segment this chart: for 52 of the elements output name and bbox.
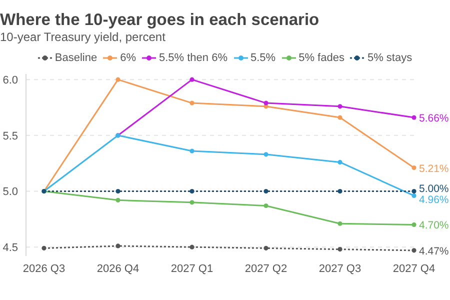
point bbox=[338, 247, 342, 252]
legend-label: 6% bbox=[119, 52, 136, 64]
point bbox=[190, 100, 194, 106]
y-tick-label: 4.5 bbox=[2, 242, 18, 254]
legend-label: Baseline bbox=[54, 52, 98, 64]
data-label: 4.96% bbox=[419, 194, 449, 206]
point bbox=[264, 188, 268, 194]
point bbox=[42, 246, 46, 250]
point bbox=[412, 188, 416, 194]
x-tick-label: 2026 Q4 bbox=[96, 262, 140, 275]
point bbox=[116, 77, 120, 82]
legend-label: 5% stays bbox=[366, 52, 412, 64]
data-label: 5.00% bbox=[419, 182, 449, 195]
data-label: 5.21% bbox=[419, 162, 449, 175]
point bbox=[412, 165, 416, 170]
point bbox=[264, 152, 268, 157]
point bbox=[412, 193, 416, 198]
x-tick-label: 2027 Q1 bbox=[170, 262, 214, 275]
chart-subtitle: 10-year Treasury yield, percent bbox=[0, 30, 166, 44]
y-tick-label: 5.0 bbox=[2, 186, 18, 198]
point bbox=[338, 188, 342, 194]
legend-label: 5% fades bbox=[298, 52, 344, 64]
point bbox=[190, 188, 194, 194]
x-tick-label: 2027 Q3 bbox=[318, 262, 362, 275]
legend-label: 5.5% bbox=[250, 52, 276, 64]
x-tick-label: 2027 Q2 bbox=[244, 262, 288, 275]
point bbox=[412, 222, 416, 228]
point bbox=[116, 188, 120, 194]
point bbox=[412, 115, 416, 120]
point bbox=[338, 221, 342, 226]
point bbox=[338, 160, 342, 165]
y-tick-label: 6.0 bbox=[2, 74, 18, 86]
point bbox=[338, 115, 342, 120]
point bbox=[190, 200, 194, 205]
point bbox=[264, 100, 268, 106]
point bbox=[116, 244, 120, 248]
point bbox=[116, 198, 120, 202]
data-label: 4.47% bbox=[419, 245, 449, 258]
legend-label: 5.5% then 6% bbox=[158, 52, 228, 64]
point bbox=[190, 244, 194, 250]
point bbox=[264, 246, 268, 250]
chart-title: Where the 10-year goes in each scenario bbox=[0, 10, 320, 30]
x-tick-label: 2027 Q4 bbox=[392, 262, 436, 275]
point bbox=[412, 248, 416, 253]
data-label: 4.70% bbox=[419, 220, 449, 232]
x-tick-label: 2026 Q3 bbox=[22, 262, 66, 275]
point bbox=[190, 148, 194, 154]
point bbox=[264, 203, 268, 208]
point bbox=[338, 104, 342, 109]
point bbox=[190, 77, 194, 82]
data-label: 5.66% bbox=[419, 112, 449, 125]
y-tick-label: 5.5 bbox=[2, 130, 18, 142]
